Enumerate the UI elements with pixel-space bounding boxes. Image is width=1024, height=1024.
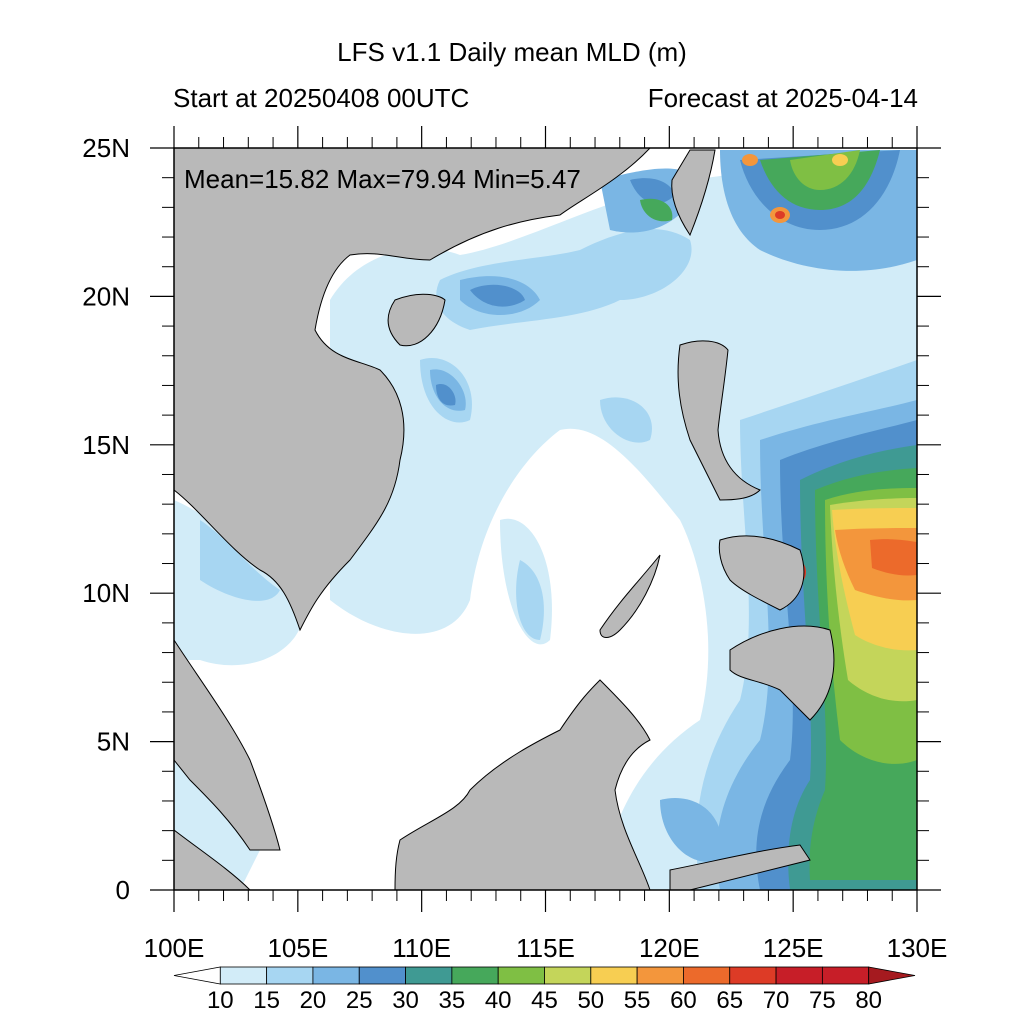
land-taiwan — [671, 149, 716, 237]
lon-tick-label: 125E — [763, 933, 824, 963]
stats-annotation: Mean=15.82 Max=79.94 Min=5.47 — [184, 164, 581, 194]
colorbar-swatch — [636, 966, 684, 985]
map-axes: 100E 105E 110E 115E 120E 125E 130E 0 5N 10N 15N 20N… — [82, 126, 947, 963]
colorbar-label: 55 — [624, 987, 651, 1014]
lat-tick-label: 25N — [82, 133, 130, 163]
lon-tick-label: 110E — [392, 933, 451, 963]
lon-tick-label: 115E — [516, 933, 575, 963]
colorbar-swatch — [405, 966, 453, 985]
colorbar-label: 75 — [809, 987, 836, 1014]
colorbar-swatch — [497, 966, 545, 985]
map-title: LFS v1.1 Daily mean MLD (m) — [337, 37, 687, 67]
land-sulawesi — [669, 844, 811, 890]
land-malay-peninsula — [174, 639, 281, 851]
land-visayas — [718, 535, 805, 611]
colorbar-swatch — [312, 966, 360, 985]
land-borneo — [394, 679, 651, 890]
lon-tick-label: 130E — [887, 933, 948, 963]
colorbar-upper-arrow — [868, 966, 916, 985]
start-time-label: Start at 20250408 00UTC — [173, 83, 470, 113]
colorbar-swatch — [219, 966, 268, 985]
colorbar-swatch — [544, 966, 592, 985]
colorbar-label: 45 — [531, 987, 558, 1014]
forecast-date-label: Forecast at 2025-04-14 — [647, 83, 918, 113]
colorbar-swatch — [683, 966, 731, 985]
colorbar-label: 25 — [346, 987, 373, 1014]
colorbar-label: 10 — [207, 987, 234, 1014]
colorbar-swatch — [358, 966, 406, 985]
colorbar-label: 30 — [392, 987, 419, 1014]
colorbar-swatch — [775, 966, 823, 985]
colorbar-swatch — [821, 966, 870, 985]
lon-tick-label: 105E — [267, 933, 328, 963]
colorbar-label: 50 — [577, 987, 604, 1014]
colorbar-label: 65 — [716, 987, 743, 1014]
land-luzon — [677, 340, 761, 501]
land-mainland-asia — [174, 148, 651, 632]
colorbar-label: 15 — [253, 987, 280, 1014]
colorbar-label: 35 — [439, 987, 466, 1014]
colorbar-label: 20 — [300, 987, 327, 1014]
colorbar-label: 40 — [485, 987, 512, 1014]
land-hainan — [387, 293, 446, 347]
lon-tick-label: 120E — [639, 933, 700, 963]
colorbar-swatch — [590, 966, 638, 985]
colorbar-swatch — [451, 966, 499, 985]
land-palawan — [599, 554, 661, 638]
colorbar-lower-arrow — [173, 966, 221, 985]
lat-tick-label: 10N — [82, 578, 130, 608]
land-mindanao — [729, 625, 835, 721]
map-panel — [174, 148, 917, 890]
lon-tick-label: 100E — [144, 933, 205, 963]
colorbar-label: 80 — [855, 987, 882, 1014]
lat-tick-label: 15N — [82, 430, 130, 460]
lat-tick-label: 5N — [97, 727, 130, 757]
colorbar: 10 15 20 25 30 35 40 45 50 55 60 65 70 75 80 — [173, 966, 916, 1014]
lat-tick-label: 0 — [116, 875, 130, 905]
mld-field-55-80 — [742, 154, 917, 601]
lat-tick-label: 20N — [82, 281, 130, 311]
colorbar-swatch — [266, 966, 314, 985]
land-masses — [174, 148, 835, 890]
colorbar-label: 70 — [763, 987, 790, 1014]
colorbar-label: 60 — [670, 987, 697, 1014]
colorbar-swatch — [729, 966, 777, 985]
